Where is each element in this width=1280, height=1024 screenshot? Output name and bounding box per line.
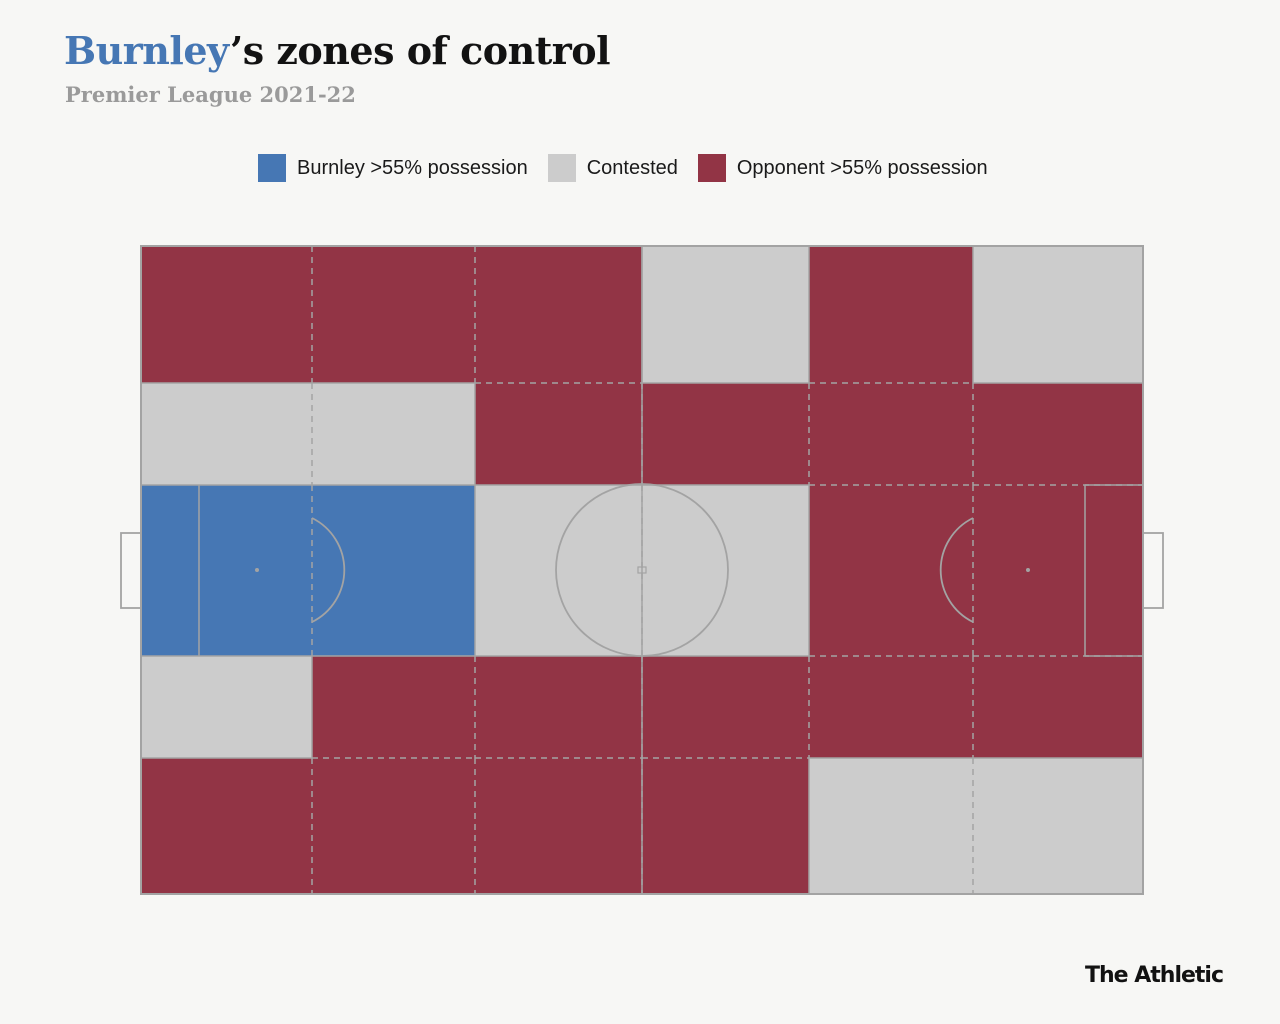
zone-cell [809,485,973,656]
zone-cell [809,758,973,894]
right-goal [1142,532,1164,609]
zone-cell [642,485,809,656]
legend-label-opponent: Opponent >55% possession [736,156,988,179]
zone-cell [973,246,1143,383]
zone-cell [809,383,973,485]
zone-cell [312,246,475,383]
left-penalty-arc [311,517,346,623]
legend-swatch-contested [547,154,576,182]
right-penalty-spot [1026,568,1030,572]
zone-cell [809,246,973,383]
zone-cell [973,656,1143,758]
zone-cell [475,485,642,656]
zone-cell [312,383,475,485]
zone-cell [312,758,475,894]
brand-logo: The Athletic [1085,963,1224,988]
zone-cell [475,383,642,485]
legend-item-burnley: Burnley >55% possession [258,154,528,182]
zone-cell [141,246,312,383]
legend-item-contested: Contested [547,154,678,182]
zone-cell [642,383,809,485]
zone-cell [475,246,642,383]
zone-cell [475,758,642,894]
zone-cell [141,758,312,894]
centre-spot [637,566,647,574]
chart-title: Burnley’s zones of control [64,28,611,73]
zone-cell [642,656,809,758]
right-penalty-arc [939,517,974,623]
zone-cell [973,758,1143,894]
left-goal [120,532,142,609]
zone-cell [141,383,312,485]
left-penalty-spot [255,568,259,572]
zone-cell [475,656,642,758]
zone-cell [973,383,1143,485]
title-rest: ’s zones of control [229,28,611,73]
zone-cell [642,758,809,894]
zone-cell [141,485,312,656]
legend: Burnley >55% possession Contested Oppone… [258,154,1008,182]
zone-cell [312,485,475,656]
zone-cell [973,485,1143,656]
chart-subtitle: Premier League 2021-22 [65,82,356,107]
zone-cell [809,656,973,758]
legend-label-contested: Contested [586,156,678,179]
legend-swatch-opponent [697,154,726,182]
zone-cell [141,656,312,758]
title-team: Burnley [64,28,230,73]
zone-cell [642,246,809,383]
legend-swatch-burnley [258,154,286,182]
legend-label-burnley: Burnley >55% possession [297,156,528,179]
centre-circle [555,483,729,657]
legend-item-opponent: Opponent >55% possession [697,154,988,182]
zone-cell [312,656,475,758]
